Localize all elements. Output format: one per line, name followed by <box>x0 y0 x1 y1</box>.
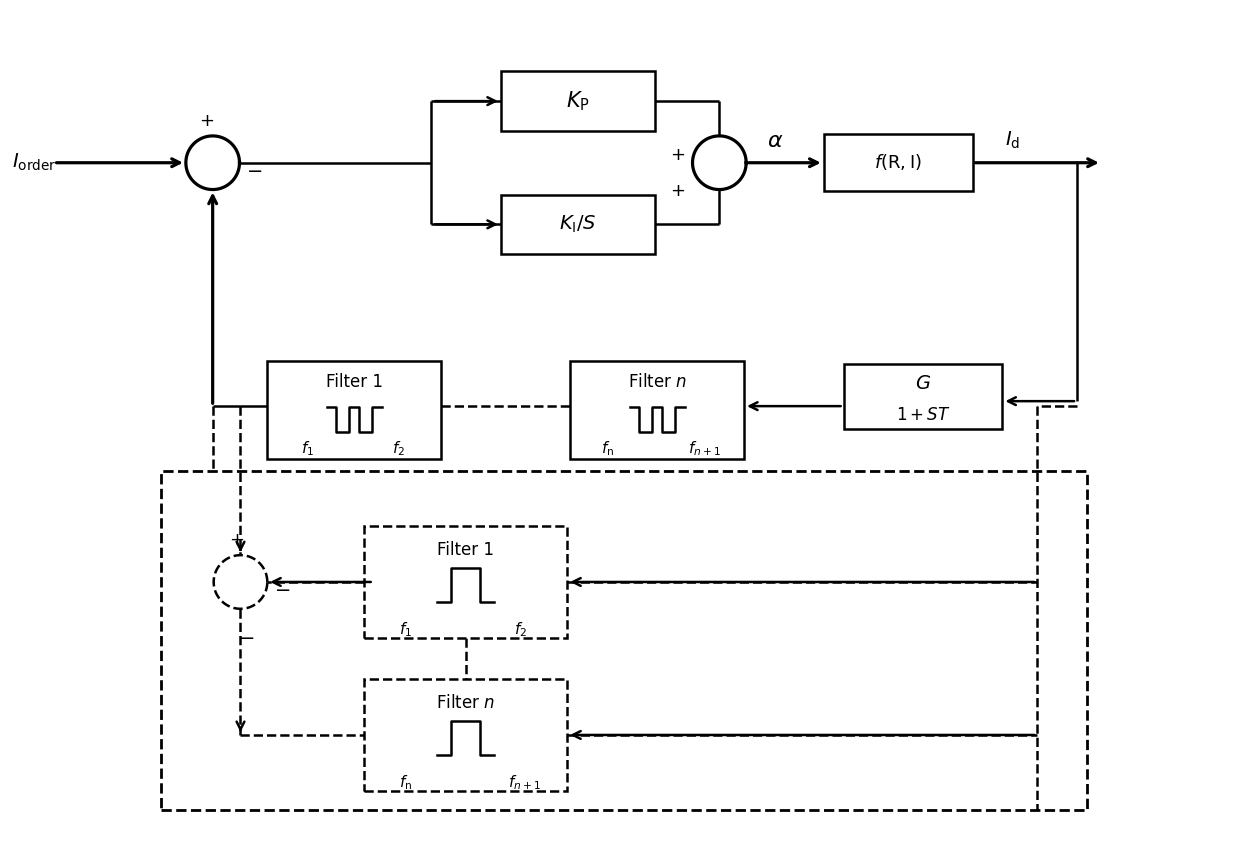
Bar <box>161 471 1087 810</box>
Text: $f_{\rm 2}$: $f_{\rm 2}$ <box>514 620 527 639</box>
Bar <box>364 679 567 791</box>
Bar <box>268 362 441 459</box>
Text: $-$: $-$ <box>247 160 263 180</box>
Bar <box>844 364 1002 429</box>
Bar <box>501 71 654 131</box>
Bar <box>364 526 567 637</box>
Text: Filter 1: Filter 1 <box>326 374 383 391</box>
Text: $-$: $-$ <box>274 580 290 598</box>
Text: Filter $n$: Filter $n$ <box>628 374 686 391</box>
Text: $\alpha$: $\alpha$ <box>767 131 783 151</box>
Text: $K_{\rm I}/S$: $K_{\rm I}/S$ <box>559 214 597 235</box>
Text: +: + <box>670 181 685 199</box>
Text: $f({\rm R,I})$: $f({\rm R,I})$ <box>875 152 922 172</box>
Text: $1+ST$: $1+ST$ <box>896 406 950 424</box>
Text: Filter 1: Filter 1 <box>437 541 494 559</box>
Text: +: + <box>199 112 214 130</box>
Text: $I_{\rm order}$: $I_{\rm order}$ <box>12 152 57 174</box>
Text: $I_{\rm d}$: $I_{\rm d}$ <box>1006 129 1021 151</box>
Polygon shape <box>213 555 268 608</box>
Text: +: + <box>670 146 685 163</box>
Polygon shape <box>693 136 746 190</box>
Text: $f_{n+1}$: $f_{n+1}$ <box>508 774 541 792</box>
Polygon shape <box>186 136 239 190</box>
Text: $K_{\rm P}$: $K_{\rm P}$ <box>566 89 590 113</box>
Text: $G$: $G$ <box>914 374 930 393</box>
Text: $f_{\rm 1}$: $f_{\rm 1}$ <box>301 439 313 458</box>
Text: Filter $n$: Filter $n$ <box>436 694 496 712</box>
Text: $f_{\rm 1}$: $f_{\rm 1}$ <box>399 620 411 639</box>
Bar <box>824 134 973 191</box>
Text: $f_{\rm 2}$: $f_{\rm 2}$ <box>392 439 405 458</box>
Text: $f_{\rm n}$: $f_{\rm n}$ <box>399 774 413 792</box>
Bar <box>501 195 654 254</box>
Text: +: + <box>229 531 244 549</box>
Text: $f_{n+1}$: $f_{n+1}$ <box>688 439 721 458</box>
Text: $f_{\rm n}$: $f_{\rm n}$ <box>601 439 615 458</box>
Bar <box>570 362 745 459</box>
Text: $-$: $-$ <box>238 626 254 646</box>
